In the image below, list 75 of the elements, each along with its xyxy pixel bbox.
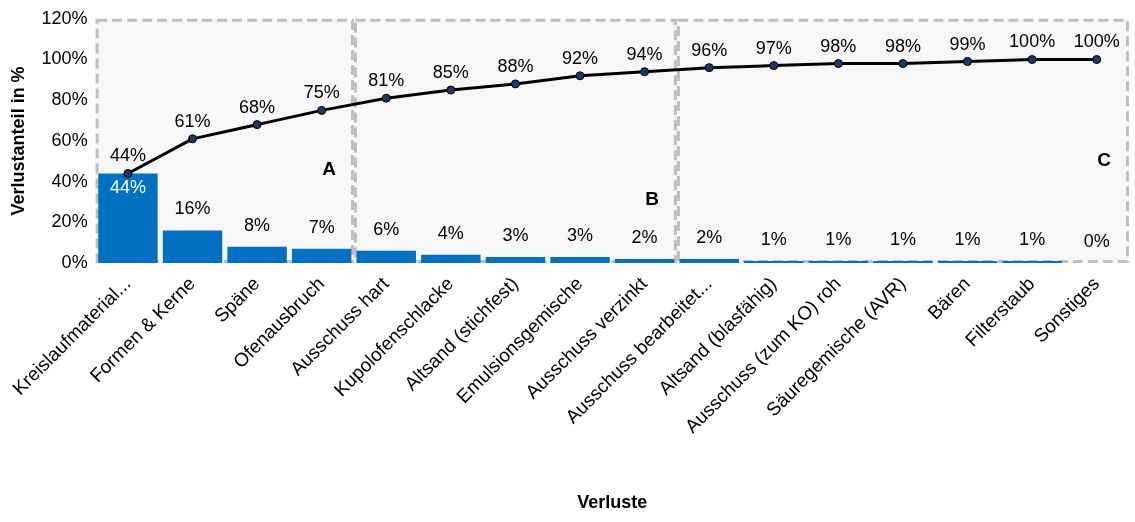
data-label: 81% bbox=[368, 70, 405, 91]
data-label: 7% bbox=[308, 216, 335, 237]
point bbox=[252, 120, 262, 130]
data-label: 1% bbox=[1019, 228, 1046, 249]
bar bbox=[808, 260, 869, 263]
data-label: 4% bbox=[437, 222, 464, 243]
data-label: 1% bbox=[760, 228, 787, 249]
y-tick-label: 40% bbox=[51, 170, 88, 191]
bar bbox=[421, 254, 481, 263]
data-label: 75% bbox=[303, 82, 340, 103]
data-label: 16% bbox=[174, 198, 211, 219]
bar bbox=[614, 258, 675, 263]
y-tick-label: 60% bbox=[51, 129, 88, 150]
bar bbox=[291, 248, 352, 263]
y-tick-label: 100% bbox=[41, 48, 88, 69]
data-label: 8% bbox=[244, 214, 271, 235]
data-label: 100% bbox=[1073, 31, 1120, 52]
point bbox=[317, 105, 327, 115]
y-tick-label: 20% bbox=[51, 211, 88, 232]
data-label: 92% bbox=[562, 47, 599, 68]
data-label: 1% bbox=[889, 228, 916, 249]
data-label: 99% bbox=[949, 33, 986, 54]
data-label: 44% bbox=[109, 145, 146, 166]
bar bbox=[744, 260, 804, 263]
point bbox=[833, 59, 843, 69]
bar bbox=[485, 256, 546, 263]
data-label: 2% bbox=[696, 226, 723, 247]
point bbox=[188, 134, 198, 144]
data-label: 88% bbox=[497, 55, 534, 76]
data-label: 0% bbox=[1083, 230, 1110, 251]
point bbox=[963, 57, 973, 67]
data-label: 61% bbox=[174, 110, 211, 131]
band-label: C bbox=[1097, 148, 1112, 170]
band-label: A bbox=[322, 158, 337, 180]
data-label: 6% bbox=[373, 218, 400, 239]
point bbox=[704, 63, 714, 73]
data-label: 68% bbox=[239, 96, 276, 117]
point bbox=[1027, 55, 1037, 64]
point bbox=[575, 71, 585, 81]
data-label: 3% bbox=[502, 224, 529, 245]
data-label: 96% bbox=[691, 39, 728, 60]
point bbox=[1092, 55, 1102, 64]
y-tick-label: 80% bbox=[51, 89, 88, 110]
band-label: B bbox=[645, 187, 659, 209]
data-label: 44% bbox=[109, 177, 146, 198]
point bbox=[510, 79, 520, 89]
bar bbox=[98, 173, 158, 263]
data-label: 2% bbox=[631, 226, 658, 247]
data-label: 100% bbox=[1009, 31, 1056, 52]
data-label: 98% bbox=[884, 35, 921, 56]
point bbox=[381, 93, 391, 103]
bar bbox=[356, 250, 416, 263]
point bbox=[640, 67, 650, 77]
data-label: 94% bbox=[626, 43, 663, 64]
point bbox=[123, 168, 133, 178]
data-label: 1% bbox=[825, 228, 852, 249]
data-label: 97% bbox=[755, 37, 792, 58]
data-label: 3% bbox=[567, 224, 594, 245]
point bbox=[446, 85, 456, 95]
y-tick-label: 120% bbox=[41, 7, 88, 28]
bar bbox=[937, 260, 998, 263]
x-axis-title: Verluste bbox=[577, 492, 648, 513]
bar bbox=[227, 246, 287, 263]
bar bbox=[550, 256, 610, 263]
bar bbox=[1002, 260, 1062, 263]
bar bbox=[162, 230, 223, 263]
y-tick-label: 0% bbox=[61, 251, 88, 272]
point bbox=[898, 59, 908, 69]
bar bbox=[679, 258, 739, 263]
y-axis-title: Verlustanteil in % bbox=[7, 66, 28, 216]
point bbox=[769, 61, 779, 71]
bar bbox=[873, 260, 933, 263]
data-label: 85% bbox=[432, 61, 469, 82]
data-label: 1% bbox=[954, 228, 981, 249]
data-label: 98% bbox=[820, 35, 857, 56]
